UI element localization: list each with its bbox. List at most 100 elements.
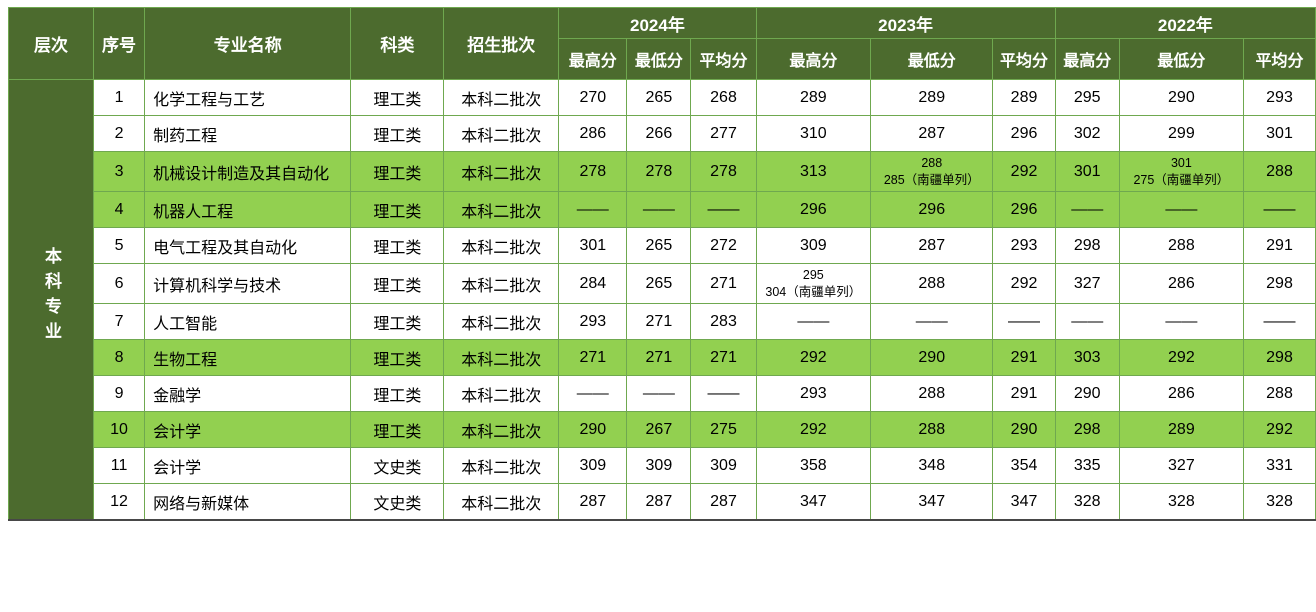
- major-cell: 计算机科学与技术: [144, 263, 352, 304]
- score-cell: 265: [626, 227, 692, 264]
- score-cell: 328: [1054, 483, 1120, 521]
- score-cell: 287: [870, 227, 994, 264]
- score-cell: 293: [992, 227, 1056, 264]
- table-row: 8 生物工程 理工类 本科二批次 271 271 271 292 290 291 303 292 298: [9, 339, 1316, 376]
- score-cell: 298: [1054, 227, 1120, 264]
- no-cell: 3: [92, 151, 146, 192]
- score-cell: ——: [626, 191, 692, 228]
- score-cell: ——: [1243, 303, 1316, 340]
- category-cell: 理工类: [350, 263, 445, 304]
- score-cell: 291: [992, 375, 1056, 412]
- score-cell: 271: [626, 339, 692, 376]
- table-row: 2 制药工程 理工类 本科二批次 286 266 277 310 287 296 302 299 301: [9, 115, 1316, 152]
- col-header-no: 序号: [92, 7, 146, 80]
- score-cell: 289: [755, 79, 872, 116]
- category-cell: 理工类: [350, 151, 445, 192]
- score-cell: 302: [1054, 115, 1120, 152]
- score-note-line: 285（南疆单列）: [883, 172, 980, 187]
- batch-cell: 本科二批次: [443, 115, 560, 152]
- no-cell: 11: [92, 447, 146, 484]
- score-cell: 271: [558, 339, 628, 376]
- col-header-batch: 招生批次: [443, 7, 560, 80]
- score-cell: 309: [558, 447, 628, 484]
- batch-cell: 本科二批次: [443, 483, 560, 521]
- score-cell: ——: [755, 303, 872, 340]
- score-cell: 283: [690, 303, 757, 340]
- score-note-line: 275（南疆单列）: [1133, 172, 1230, 187]
- score-cell: 309: [690, 447, 757, 484]
- no-cell: 2: [92, 115, 146, 152]
- table-row: 4 机器人工程 理工类 本科二批次 —— —— —— 296 296 296 —— —— ——: [9, 191, 1316, 228]
- score-cell: 289: [870, 79, 994, 116]
- score-cell: 275: [690, 411, 757, 448]
- score-cell: 292: [992, 151, 1056, 192]
- batch-cell: 本科二批次: [443, 447, 560, 484]
- col-header-2022-avg: 平均分: [1243, 38, 1316, 80]
- score-cell: 288: [1243, 375, 1316, 412]
- score-cell: 295: [1054, 79, 1120, 116]
- major-cell: 制药工程: [144, 115, 352, 152]
- category-cell: 文史类: [350, 483, 445, 521]
- score-cell: 288: [870, 411, 994, 448]
- major-cell: 网络与新媒体: [144, 483, 352, 521]
- batch-cell: 本科二批次: [443, 339, 560, 376]
- category-cell: 理工类: [350, 375, 445, 412]
- score-cell: 288: [870, 375, 994, 412]
- score-cell: 271: [690, 263, 757, 304]
- score-cell: 292: [1118, 339, 1245, 376]
- score-note-line: 301: [1170, 156, 1192, 171]
- table-header: 层次 序号 专业名称 科类 招生批次 2024年 2023年 2022年 最高分…: [8, 7, 1316, 80]
- score-cell: ——: [558, 375, 628, 412]
- score-cell: 291: [1243, 227, 1316, 264]
- score-cell: 292: [1243, 411, 1316, 448]
- score-cell: 284: [558, 263, 628, 304]
- score-cell: 272: [690, 227, 757, 264]
- score-cell: ——: [870, 303, 994, 340]
- major-cell: 电气工程及其自动化: [144, 227, 352, 264]
- score-cell: ——: [1054, 191, 1120, 228]
- score-cell: 271: [626, 303, 692, 340]
- col-header-major: 专业名称: [144, 7, 352, 80]
- no-cell: 5: [92, 227, 146, 264]
- table-row: 11 会计学 文史类 本科二批次 309 309 309 358 348 354 335 327 331: [9, 447, 1316, 484]
- score-cell: 327: [1118, 447, 1245, 484]
- score-cell: ——: [558, 191, 628, 228]
- score-cell: 293: [558, 303, 628, 340]
- score-cell: ——: [690, 191, 757, 228]
- score-cell: 277: [690, 115, 757, 152]
- score-cell: 290: [870, 339, 994, 376]
- col-header-2022-min: 最低分: [1118, 38, 1245, 80]
- score-cell: 290: [992, 411, 1056, 448]
- score-cell: 299: [1118, 115, 1245, 152]
- col-header-2022-max: 最高分: [1054, 38, 1120, 80]
- batch-cell: 本科二批次: [443, 263, 560, 304]
- score-cell: 296: [870, 191, 994, 228]
- table-row: 12 网络与新媒体 文史类 本科二批次 287 287 287 347 347 347 328 328…: [9, 483, 1316, 521]
- table-row: 6 计算机科学与技术 理工类 本科二批次 284 265 271 295 304（南疆单列） 28…: [9, 263, 1316, 304]
- score-note-line: 295: [802, 268, 824, 283]
- score-cell: 293: [1243, 79, 1316, 116]
- batch-cell: 本科二批次: [443, 191, 560, 228]
- score-cell: ——: [992, 303, 1056, 340]
- level-cell: 本科专业: [8, 79, 94, 521]
- col-header-category: 科类: [350, 7, 445, 80]
- category-cell: 理工类: [350, 411, 445, 448]
- score-cell: 292: [992, 263, 1056, 304]
- score-cell: 288: [1118, 227, 1245, 264]
- major-cell: 会计学: [144, 411, 352, 448]
- batch-cell: 本科二批次: [443, 411, 560, 448]
- score-cell: 287: [690, 483, 757, 521]
- major-cell: 会计学: [144, 447, 352, 484]
- score-cell: 296: [755, 191, 872, 228]
- score-cell: 288: [1243, 151, 1316, 192]
- score-cell: 278: [626, 151, 692, 192]
- batch-cell: 本科二批次: [443, 375, 560, 412]
- no-cell: 8: [92, 339, 146, 376]
- major-cell: 化学工程与工艺: [144, 79, 352, 116]
- major-cell: 机器人工程: [144, 191, 352, 228]
- batch-cell: 本科二批次: [443, 303, 560, 340]
- score-cell: ——: [1118, 303, 1245, 340]
- col-header-2024-min: 最低分: [626, 38, 692, 80]
- score-cell: 335: [1054, 447, 1120, 484]
- score-cell: 286: [1118, 263, 1245, 304]
